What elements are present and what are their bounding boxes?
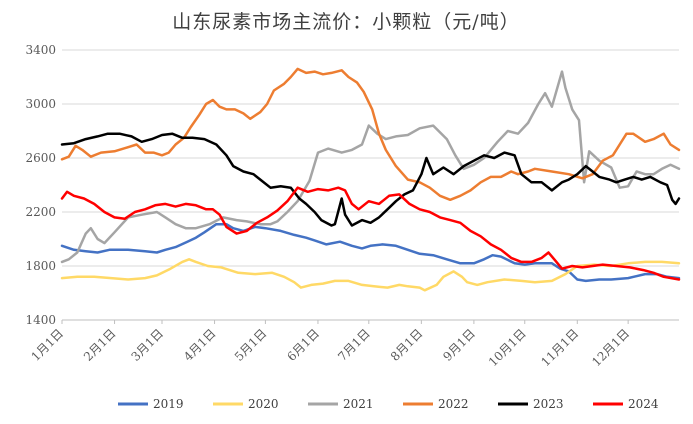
legend-label-2019: 2019 bbox=[153, 397, 184, 411]
x-axis-ticks: 1月1日 2月1日 3月1日 4月1日 5月1日 6月1日 7月1日 8月1日 9月1日 10月1… bbox=[28, 320, 632, 369]
y-axis-ticks: 1400 1800 2200 2600 3000 3400 bbox=[25, 43, 56, 327]
series-line-2023 bbox=[60, 132, 681, 227]
y-tick-label: 3400 bbox=[25, 43, 56, 57]
series-line-2019 bbox=[60, 222, 681, 283]
series-line-2020 bbox=[60, 258, 681, 292]
x-tick-label: 5月1日 bbox=[232, 326, 270, 364]
legend-label-2023: 2023 bbox=[533, 397, 564, 411]
series-line-2022 bbox=[60, 67, 681, 202]
gridlines bbox=[62, 49, 679, 321]
x-tick-label: 7月1日 bbox=[335, 326, 373, 364]
x-tick-label: 9月1日 bbox=[440, 326, 478, 364]
x-tick-label: 2月1日 bbox=[81, 326, 119, 364]
y-tick-label: 1800 bbox=[25, 259, 56, 273]
legend-label-2021: 2021 bbox=[343, 397, 374, 411]
y-tick-label: 3000 bbox=[25, 97, 56, 111]
x-tick-label: 4月1日 bbox=[181, 326, 219, 364]
legend-label-2020: 2020 bbox=[248, 397, 279, 411]
x-tick-label: 1月1日 bbox=[28, 326, 66, 364]
legend-label-2022: 2022 bbox=[438, 397, 469, 411]
y-tick-label: 2600 bbox=[25, 151, 56, 165]
y-tick-label: 2200 bbox=[25, 205, 56, 219]
x-tick-label: 11月1日 bbox=[538, 326, 581, 369]
series-line-2024 bbox=[60, 186, 681, 281]
chart-title: 山东尿素市场主流价：小颗粒（元/吨） bbox=[172, 11, 519, 33]
series-lines bbox=[60, 67, 681, 292]
x-tick-label: 8月1日 bbox=[388, 326, 426, 364]
x-tick-label: 3月1日 bbox=[128, 326, 166, 364]
legend: 2019 2020 2021 2022 2023 2024 bbox=[118, 397, 659, 411]
x-tick-label: 12月1日 bbox=[589, 326, 632, 369]
x-tick-label: 6月1日 bbox=[284, 326, 322, 364]
x-tick-label: 10月1日 bbox=[486, 326, 529, 369]
legend-label-2024: 2024 bbox=[628, 397, 659, 411]
y-tick-label: 1400 bbox=[25, 313, 56, 327]
series-line-2021 bbox=[60, 70, 681, 264]
